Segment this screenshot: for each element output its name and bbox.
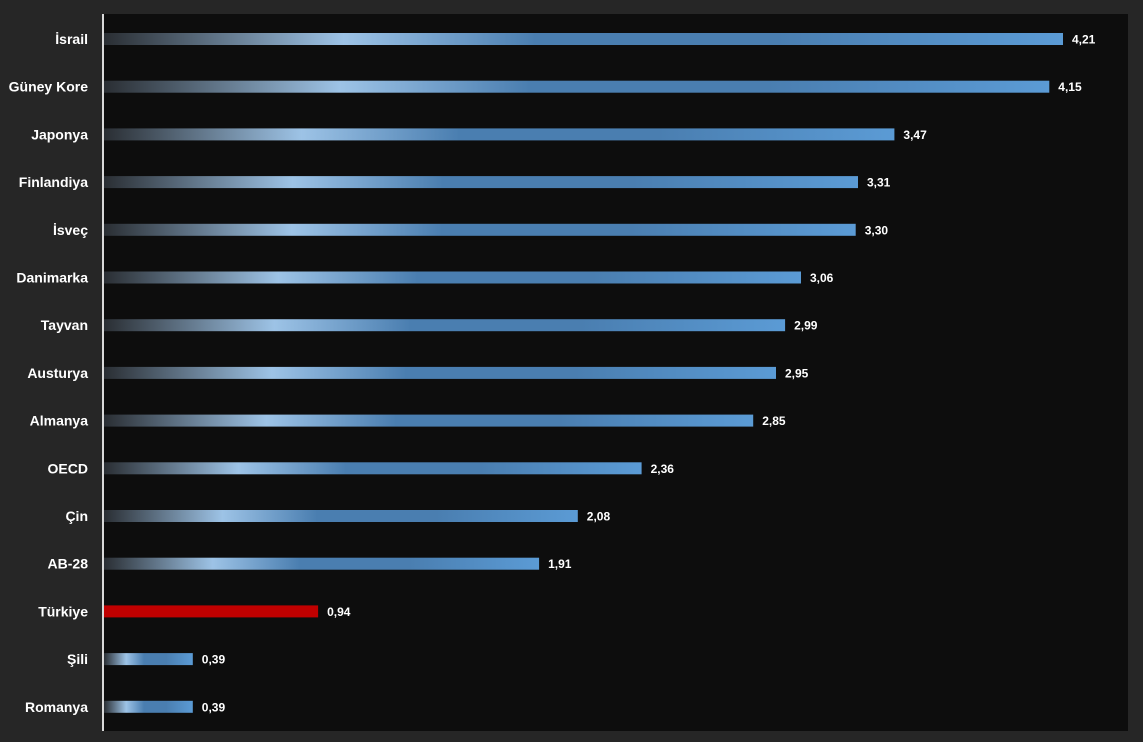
category-label-romanya: Romanya (25, 699, 88, 715)
value-label-danimarka: 3,06 (810, 271, 834, 285)
bar-almanya (104, 414, 754, 427)
bar-danimarka (104, 271, 801, 284)
labels-group: İsrail 4,21 Güney Kore 4,15 Japonya 3,47 Finla… (9, 31, 1096, 715)
category-label-turkiye: Türkiye (38, 603, 88, 619)
bar-sili (104, 653, 193, 666)
category-label-danimarka: Danimarka (16, 270, 88, 286)
value-label-tayvan: 2,99 (794, 319, 818, 333)
bar-turkiye (104, 605, 319, 618)
value-label-i-srail: 4,21 (1072, 33, 1096, 47)
bar-i-srail (104, 33, 1063, 45)
category-label-japonya: Japonya (31, 126, 88, 142)
bar-ab-28 (104, 557, 540, 570)
category-label-cin: Çin (65, 508, 88, 524)
category-label-ab-28: AB-28 (48, 556, 89, 572)
category-label-sili: Şili (67, 651, 88, 667)
bar-japonya (104, 128, 895, 141)
bars-group (104, 33, 1063, 713)
value-label-oecd: 2,36 (651, 462, 675, 476)
category-label-i-srail: İsrail (55, 31, 88, 47)
category-label-finlandiya: Finlandiya (19, 174, 88, 190)
bar-oecd (104, 462, 642, 475)
value-label-romanya: 0,39 (202, 700, 226, 714)
category-label-oecd: OECD (48, 460, 88, 476)
category-label-almanya: Almanya (30, 413, 89, 429)
category-label-austurya: Austurya (27, 365, 88, 381)
value-label-cin: 2,08 (587, 510, 611, 524)
value-label-ab-28: 1,91 (548, 557, 572, 571)
bar-guney-kore (104, 80, 1050, 93)
bar-finlandiya (104, 176, 858, 189)
bar-i-svec (104, 223, 856, 236)
category-label-tayvan: Tayvan (41, 317, 88, 333)
value-label-sili: 0,39 (202, 653, 226, 667)
value-label-almanya: 2,85 (762, 414, 786, 428)
bar-austurya (104, 366, 776, 379)
bar-cin (104, 510, 578, 522)
category-label-i-svec: İsveç (53, 222, 88, 238)
value-label-turkiye: 0,94 (327, 605, 351, 619)
value-label-japonya: 3,47 (903, 128, 927, 142)
bar-romanya (104, 700, 193, 713)
category-label-guney-kore: Güney Kore (9, 79, 89, 95)
bar-tayvan (104, 319, 786, 332)
value-label-austurya: 2,95 (785, 366, 809, 380)
value-label-guney-kore: 4,15 (1058, 80, 1082, 94)
value-label-i-svec: 3,30 (865, 223, 889, 237)
value-label-finlandiya: 3,31 (867, 176, 891, 190)
